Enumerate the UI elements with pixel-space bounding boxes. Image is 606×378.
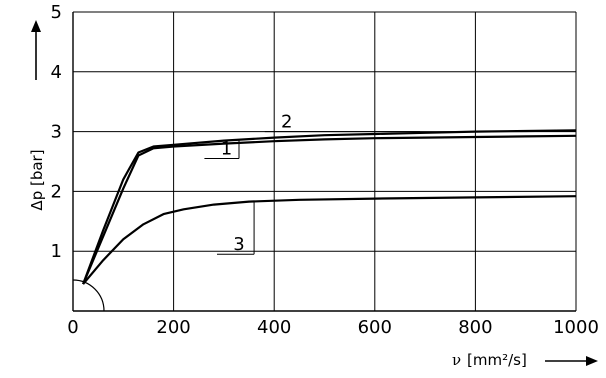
series-line-3: [82, 195, 577, 285]
y-axis-label: Δp [bar]: [28, 149, 46, 210]
callout-1: 1: [204, 139, 240, 160]
origin-arc: [72, 279, 105, 312]
curves: [82, 129, 577, 285]
y-tick-label: 3: [51, 122, 62, 143]
callout-2: 2: [264, 112, 421, 133]
series-line-1: [82, 134, 577, 285]
x-axis-symbol: ν: [452, 351, 461, 369]
axes: 0 200 400 600 800 1000 1 2 3 4 5: [51, 2, 599, 338]
callout-3: 3: [216, 201, 255, 255]
callout-label: 2: [281, 112, 292, 133]
callouts: 1 2 3: [204, 112, 421, 255]
x-tick-label: 0: [67, 317, 78, 338]
x-tick-label: 200: [156, 317, 190, 338]
x-tick-label: 1000: [553, 317, 599, 338]
grid: [73, 11, 577, 311]
series-line-2: [82, 129, 577, 285]
y-tick-label: 1: [51, 241, 62, 262]
callout-label: 1: [221, 139, 232, 160]
y-axis-arrow: [31, 20, 41, 80]
x-tick-label: 800: [458, 317, 492, 338]
callout-label: 3: [233, 234, 244, 255]
y-tick-label: 4: [51, 62, 62, 83]
x-axis-unit: [mm²/s]: [467, 351, 527, 369]
x-tick-label: 600: [358, 317, 392, 338]
y-tick-label: 5: [51, 2, 62, 23]
x-axis-arrow: [545, 356, 598, 366]
x-tick-label: 400: [257, 317, 291, 338]
y-tick-label: 2: [51, 181, 62, 202]
